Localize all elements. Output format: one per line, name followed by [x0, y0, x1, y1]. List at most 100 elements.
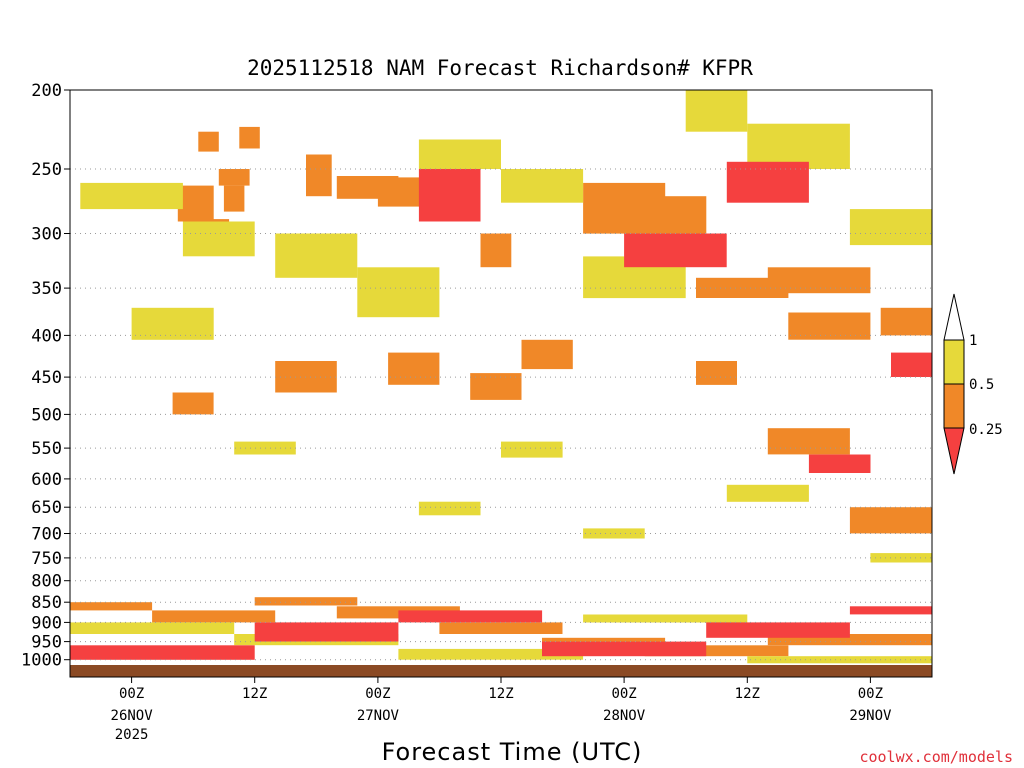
- y-tick-label: 600: [31, 470, 62, 490]
- heatmap-cell: [849, 606, 932, 615]
- heatmap-cell: [239, 126, 260, 149]
- heatmap-cell: [254, 622, 399, 642]
- credit-text: coolwx.com/models: [859, 748, 1013, 766]
- y-tick-label: 550: [31, 439, 62, 459]
- y-tick-label: 950: [31, 633, 62, 653]
- heatmap-cell: [501, 441, 563, 458]
- heatmap-cell: [767, 428, 850, 455]
- x-tick-label: 00Z: [611, 686, 636, 702]
- heatmap-cell: [439, 622, 563, 634]
- heatmap-cell: [388, 352, 440, 385]
- plot-area: [69, 89, 933, 678]
- heatmap-cell: [177, 185, 214, 222]
- heatmap-cell: [624, 233, 727, 268]
- x-tick-label: 00Z: [365, 686, 390, 702]
- heatmap-cell: [583, 528, 645, 539]
- y-tick-label: 800: [31, 572, 62, 592]
- x-tick-date: 29NOV: [849, 708, 892, 724]
- heatmap-cell: [70, 645, 255, 660]
- heatmap-cell: [418, 501, 481, 516]
- legend: 1 0.5 0.25: [943, 293, 1003, 475]
- y-tick-label: 850: [31, 593, 62, 613]
- legend-label: 1: [969, 333, 977, 349]
- heatmap-cell: [131, 307, 214, 340]
- heatmap-cell: [152, 610, 276, 623]
- y-axis-labels: 200 250 300 350 400 450 500 550 600 650 700 750 8008…: [21, 81, 70, 671]
- legend-swatch: [943, 383, 965, 429]
- heatmap-cell: [306, 154, 332, 197]
- heatmap-cell: [685, 90, 748, 132]
- heatmap-cell: [870, 553, 932, 563]
- heatmap-cell: [696, 361, 737, 385]
- x-tick-label: 12Z: [488, 686, 513, 702]
- x-tick-date: 26NOV: [111, 708, 154, 724]
- y-tick-label: 1000: [21, 651, 62, 671]
- heatmap-cell: [706, 622, 850, 638]
- x-tick-date: 28NOV: [603, 708, 646, 724]
- heatmap-cell: [480, 233, 512, 268]
- heatmap-cell: [80, 182, 183, 210]
- heatmap-cell: [398, 648, 584, 660]
- y-tick-label: 450: [31, 368, 62, 388]
- heatmap-cell: [501, 169, 584, 203]
- heatmap-cell: [644, 196, 707, 234]
- heatmap-cell: [644, 645, 789, 657]
- heatmap-cell: [788, 312, 871, 340]
- x-axis-labels: 00Z 26NOV 2025 12Z 00Z 27NOV 12Z 00Z 28NOV 12Z 00Z…: [111, 677, 892, 743]
- heatmap-cell: [198, 131, 219, 152]
- y-tick-label: 500: [31, 405, 62, 425]
- heatmap-cell: [767, 267, 871, 294]
- heatmap-cell: [891, 352, 932, 377]
- heatmap-cell: [880, 307, 932, 336]
- y-tick-label: 350: [31, 279, 62, 299]
- y-tick-label: 700: [31, 525, 62, 545]
- legend-label: 0.5: [969, 377, 994, 393]
- y-tick-label: 900: [31, 613, 62, 633]
- heatmap-cell: [583, 614, 748, 623]
- legend-swatch-bottom: [943, 427, 965, 475]
- x-tick-label: 00Z: [858, 686, 883, 702]
- heatmap-cell: [275, 233, 358, 278]
- heatmap-cell: [182, 221, 255, 257]
- heatmap-cell: [767, 634, 932, 646]
- heatmap-cell: [418, 139, 501, 169]
- y-tick-label: 300: [31, 225, 62, 245]
- heatmap-cell: [542, 641, 707, 657]
- heatmap-cell: [418, 169, 481, 222]
- heatmap-cell: [747, 123, 850, 169]
- x-tick-year: 2025: [115, 727, 149, 743]
- legend-swatch: [943, 339, 965, 385]
- y-tick-label: 200: [31, 81, 62, 101]
- heatmap-cell: [70, 622, 235, 634]
- heatmap-cell: [521, 339, 573, 370]
- ground-band: [70, 665, 932, 677]
- heatmap-cell: [696, 277, 789, 298]
- x-axis-title: Forecast Time (UTC): [382, 738, 643, 766]
- heatmap-cell: [357, 267, 440, 318]
- x-tick-date: 27NOV: [357, 708, 400, 724]
- x-tick-label: 12Z: [735, 686, 760, 702]
- y-tick-label: 250: [31, 160, 62, 180]
- legend-label: 0.25: [969, 422, 1003, 438]
- heatmap-cell: [223, 185, 245, 212]
- legend-swatch-top: [943, 293, 965, 341]
- chart-title: 2025112518 NAM Forecast Richardson# KFPR: [247, 56, 753, 80]
- heatmap-cell: [726, 161, 809, 203]
- heatmap-cell: [849, 209, 932, 246]
- heatmap-cell: [70, 602, 153, 611]
- x-tick-label: 00Z: [119, 686, 144, 702]
- heatmap-cell: [218, 169, 250, 186]
- y-tick-label: 750: [31, 549, 62, 569]
- x-tick-label: 12Z: [242, 686, 267, 702]
- heatmap-cell: [172, 392, 214, 415]
- heatmap-cell: [747, 656, 932, 664]
- y-tick-label: 400: [31, 326, 62, 346]
- y-tick-label: 650: [31, 498, 62, 518]
- heatmap-cell: [254, 597, 358, 606]
- heatmap-cell: [726, 484, 809, 502]
- heatmap-cell: [808, 454, 871, 473]
- heatmap-cell: [398, 610, 543, 623]
- heatmap-cell: [849, 507, 932, 534]
